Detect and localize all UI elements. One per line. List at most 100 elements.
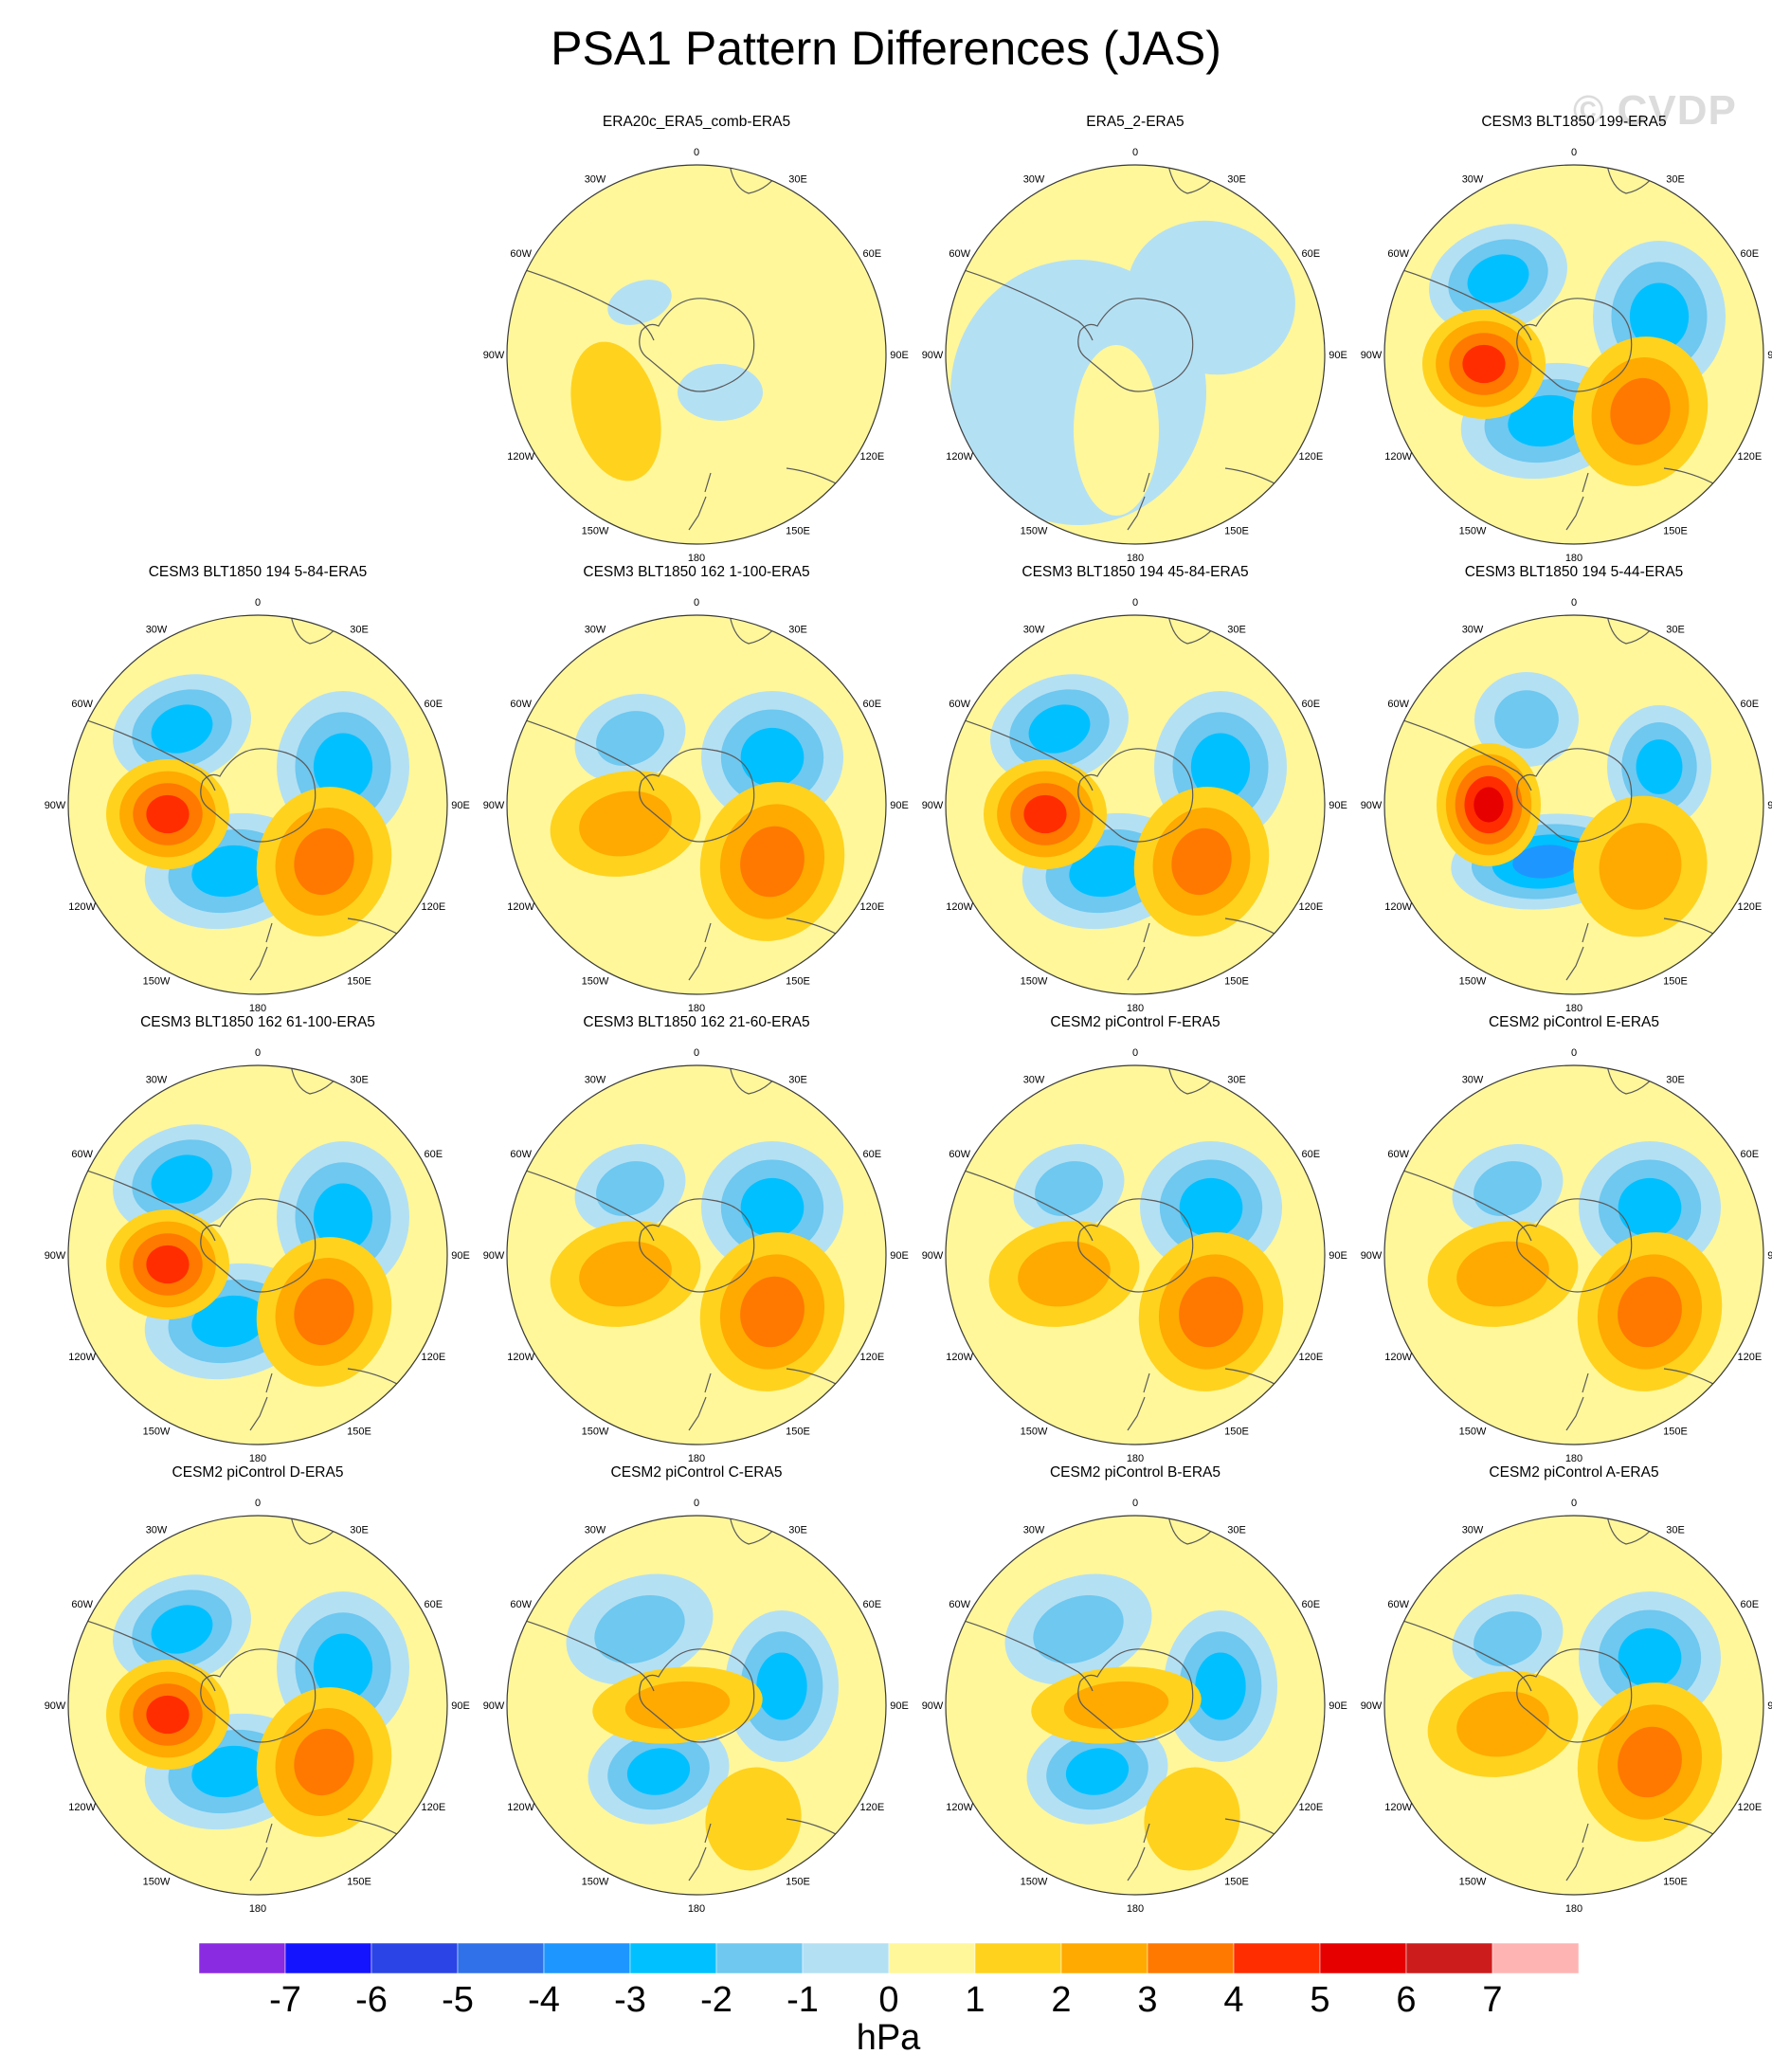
longitude-label: 30E <box>1227 625 1246 636</box>
anomaly-contour <box>1508 394 1583 447</box>
longitude-label: 150W <box>1459 525 1487 536</box>
longitude-label: 30W <box>146 1525 168 1536</box>
longitude-label: 120E <box>421 901 445 913</box>
colorbar-tick-label: -5 <box>442 1980 474 2020</box>
longitude-label: 60W <box>949 699 970 710</box>
polar-map: 0 30E 60E 90E 120E 150E 180 150W 120W 90W 60W 30W <box>922 597 1347 1014</box>
colorbar-swatch <box>715 1942 804 1974</box>
colorbar-tick-label: -1 <box>787 1980 819 2020</box>
polar-map: 0 30E 60E 90E 120E 150E 180 150W 120W 90W 60W 30W <box>922 147 1347 564</box>
anomaly-contour <box>1179 1177 1243 1238</box>
longitude-label: 150E <box>786 525 810 536</box>
panel-title: ERA20c_ERA5_comb-ERA5 <box>602 114 791 130</box>
longitude-label: 120E <box>859 451 884 463</box>
colorbar-tick-label: 7 <box>1482 1980 1502 2020</box>
south-america-outline <box>507 1164 655 1242</box>
longitude-label: 90W <box>483 1250 505 1262</box>
map-boundary <box>945 164 1326 545</box>
longitude-label: 150W <box>1459 975 1487 987</box>
longitude-label: 180 <box>1565 1003 1582 1014</box>
colorbar-swatch <box>198 1942 286 1974</box>
anomaly-contour <box>1456 1691 1549 1757</box>
polar-map: 0 30E 60E 90E 120E 150E 180 150W 120W 90W 60W 30W <box>922 1047 1347 1464</box>
anomaly-contour <box>294 827 354 896</box>
longitude-label: 30W <box>585 1525 606 1536</box>
longitude-label: 0 <box>694 1047 699 1059</box>
longitude-label: 60W <box>510 699 532 710</box>
new-zealand-outline <box>1127 922 1150 981</box>
colorbar-swatch <box>1405 1942 1493 1974</box>
anomaly-contour <box>1033 1595 1124 1663</box>
anomaly-contour <box>607 280 672 325</box>
longitude-label: 120E <box>421 1352 445 1363</box>
longitude-label: 30E <box>350 625 369 636</box>
map-panel: CESM2 piControl B-ERA5 0 30E 60E 90E 120E 150E… <box>916 1464 1354 1919</box>
anomaly-contour <box>570 341 661 482</box>
new-zealand-outline <box>1565 1823 1589 1881</box>
longitude-label: 30W <box>1023 625 1045 636</box>
longitude-label: 30E <box>350 1525 369 1536</box>
longitude-label: 150W <box>1459 1426 1487 1437</box>
map-boundary <box>945 1515 1326 1896</box>
longitude-label: 60W <box>949 248 970 260</box>
longitude-label: 60E <box>1741 699 1760 710</box>
longitude-label: 60E <box>1302 1149 1321 1160</box>
longitude-label: 120E <box>421 1802 445 1813</box>
longitude-label: 150E <box>1224 1426 1249 1437</box>
south-america-outline <box>1384 1164 1532 1242</box>
longitude-label: 60E <box>1302 248 1321 260</box>
longitude-label: 120W <box>946 1802 973 1813</box>
colorbar-tick-label: 4 <box>1223 1980 1243 2020</box>
anomaly-contour <box>151 1154 213 1204</box>
new-zealand-outline <box>1127 1372 1150 1431</box>
antarctica-outline <box>1077 1198 1194 1293</box>
longitude-label: 30E <box>1227 174 1246 186</box>
new-zealand-outline <box>688 1823 712 1881</box>
map-panel: ERA20c_ERA5_comb-ERA5 0 30E 60E 90E 120E 150E 1… <box>478 114 915 569</box>
longitude-label: 120W <box>946 901 973 913</box>
longitude-label: 180 <box>1127 1453 1144 1464</box>
longitude-label: 90E <box>890 1250 909 1262</box>
anomaly-contour <box>1171 827 1232 896</box>
anomaly-contour <box>579 791 672 857</box>
anomaly-contour <box>626 1748 691 1795</box>
colorbar-swatch <box>457 1942 545 1974</box>
background-anomaly <box>507 165 886 544</box>
polar-map: 0 30E 60E 90E 120E 150E 180 150W 120W 90W 60W 30W <box>1361 1498 1772 1915</box>
anomaly-contour <box>146 1245 190 1284</box>
new-zealand-outline <box>1565 922 1589 981</box>
antarctica-outline <box>1516 1198 1633 1293</box>
longitude-label: 30W <box>1023 1075 1045 1086</box>
anomaly-contour <box>1512 845 1579 879</box>
longitude-label: 30E <box>1227 1075 1246 1086</box>
longitude-label: 30E <box>1666 174 1685 186</box>
anomaly-contour <box>1074 345 1159 516</box>
panel-title: CESM2 piControl E-ERA5 <box>1488 1014 1660 1030</box>
anomaly-contour <box>1456 1241 1549 1307</box>
antarctica-outline <box>1516 748 1633 843</box>
longitude-label: 60E <box>863 248 882 260</box>
longitude-label: 90W <box>45 800 66 811</box>
longitude-label: 30E <box>350 1075 369 1086</box>
colorbar-swatch <box>1233 1942 1321 1974</box>
longitude-label: 120E <box>1737 1352 1762 1363</box>
longitude-label: 90E <box>890 800 909 811</box>
colorbar-swatch <box>1319 1942 1407 1974</box>
anomaly-contour <box>313 733 373 801</box>
longitude-label: 150W <box>1021 975 1048 987</box>
longitude-label: 120W <box>507 1352 534 1363</box>
longitude-label: 180 <box>1127 1003 1144 1014</box>
map-boundary <box>506 1515 887 1896</box>
longitude-label: 150E <box>786 975 810 987</box>
longitude-label: 150W <box>582 1876 609 1887</box>
map-panel: CESM3 BLT1850 162 1-100-ERA5 0 30E 60E 90E 12… <box>478 564 915 1019</box>
new-zealand-outline <box>1565 1372 1589 1431</box>
longitude-label: 60W <box>71 1599 93 1610</box>
colorbar-swatch <box>371 1942 459 1974</box>
longitude-label: 60W <box>510 248 532 260</box>
colorbar-swatch <box>1492 1942 1580 1974</box>
antarctica-outline <box>639 298 755 392</box>
polar-map: 0 30E 60E 90E 120E 150E 180 150W 120W 90W 60W 30W <box>483 597 909 1014</box>
longitude-label: 150W <box>1459 1876 1487 1887</box>
longitude-label: 90E <box>890 350 909 361</box>
